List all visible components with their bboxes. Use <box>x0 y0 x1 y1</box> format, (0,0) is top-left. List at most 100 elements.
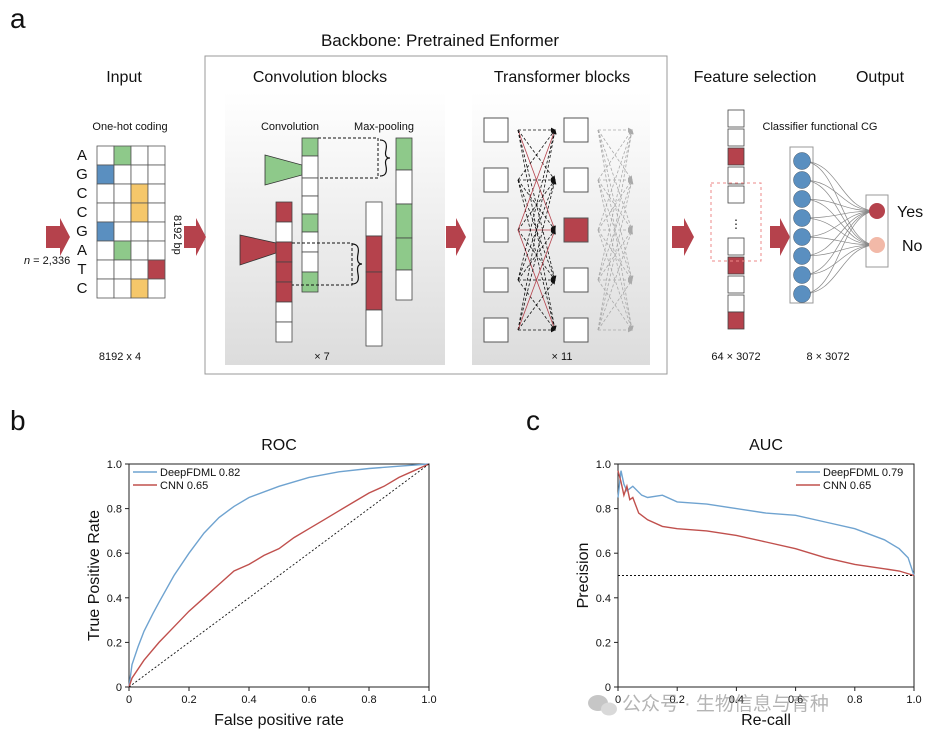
x-tick-label: 0.2 <box>670 694 685 706</box>
feature-cell <box>395 137 413 171</box>
classifier-node <box>793 171 811 189</box>
y-tick-label: 0 <box>605 682 611 694</box>
feature-cell <box>365 201 383 237</box>
no-label: No <box>902 238 923 255</box>
classifier-edge <box>801 244 878 257</box>
conv-label: Convolution <box>261 121 319 133</box>
feature-cell <box>275 281 293 303</box>
classifier-node <box>793 228 811 246</box>
x-tick-label: 0 <box>615 694 621 706</box>
feature-cell <box>275 321 293 343</box>
onehot-cell <box>147 278 166 299</box>
onehot-cell <box>113 202 132 223</box>
attention-edge <box>517 129 556 231</box>
feature-cell <box>365 235 383 273</box>
classifier-node <box>793 285 811 303</box>
attention-edge <box>517 229 556 331</box>
classifier-edge <box>801 210 878 257</box>
attention-edge <box>517 279 556 331</box>
feature-cell <box>727 275 745 294</box>
onehot-cell <box>130 278 149 299</box>
dim-64-label: 64 × 3072 <box>711 351 760 363</box>
to-conv-arrow <box>184 218 206 256</box>
to-feature-arrow <box>672 218 694 256</box>
feature-cell <box>727 237 745 256</box>
input-arrow <box>46 218 70 256</box>
y-tick-label: 1.0 <box>596 459 611 471</box>
classifier-edge <box>801 244 878 276</box>
feature-header: Feature selection <box>694 69 817 86</box>
onehot-cell <box>130 183 149 204</box>
classifier-node <box>793 190 811 208</box>
feature-selection-box <box>710 182 762 262</box>
token-box-left <box>483 267 509 293</box>
x-tick-label: 0.8 <box>361 694 376 706</box>
to-classifier-arrow <box>770 218 790 256</box>
times7-label: × 7 <box>314 351 330 363</box>
token-box-mid <box>563 267 589 293</box>
attention-edge-next <box>597 229 633 331</box>
token-box-mid <box>563 117 589 143</box>
classifier-edge <box>801 210 878 219</box>
feature-cell <box>395 269 413 301</box>
token-box-mid <box>563 217 589 243</box>
pool-column-1 <box>395 137 413 301</box>
panel-a-label: a <box>10 3 26 34</box>
base-letter: G <box>76 166 88 183</box>
base-letter: T <box>77 261 86 278</box>
series-line-cnn <box>617 470 915 577</box>
onehot-cell <box>147 183 166 204</box>
feature-cell <box>727 185 745 204</box>
classifier-network <box>793 152 885 303</box>
onehot-cell <box>147 259 166 280</box>
classifier-edge <box>801 236 878 246</box>
onehot-cell <box>96 202 115 223</box>
watermark-text: 公众号 · 生物信息与育种 <box>622 693 829 715</box>
classifier-node <box>793 266 811 284</box>
onehot-cell <box>130 259 149 280</box>
onehot-cell <box>130 164 149 185</box>
y-tick-label: 0.6 <box>107 548 122 560</box>
feature-cell <box>301 177 319 197</box>
base-letter: A <box>77 147 87 164</box>
classifier-edge <box>801 179 878 212</box>
x-axis-label: Re-call <box>741 712 791 729</box>
yes-label: Yes <box>897 204 923 221</box>
onehot-cell <box>96 259 115 280</box>
attention-edge <box>517 179 556 281</box>
y-tick-label: 0.4 <box>596 593 611 605</box>
y-axis-label: True Positive Rate <box>86 510 103 641</box>
feature-cell <box>365 271 383 311</box>
maxpool-label: Max-pooling <box>354 121 414 133</box>
token-box-mid <box>563 167 589 193</box>
output-node-no <box>869 237 885 253</box>
x-tick-label: 0 <box>126 694 132 706</box>
feature-cell <box>727 311 745 330</box>
pool-column-2 <box>365 201 383 347</box>
base-letter: A <box>77 242 87 259</box>
output-header: Output <box>856 69 905 86</box>
classifier-edge <box>801 160 878 246</box>
attention-edge <box>517 129 556 181</box>
token-box-left <box>483 117 509 143</box>
conv-column-1 <box>275 137 319 343</box>
y-tick-label: 0 <box>116 682 122 694</box>
feature-cell <box>727 128 745 147</box>
onehot-cell <box>147 202 166 223</box>
onehot-cell <box>113 145 132 166</box>
x-axis-label: False positive rate <box>214 712 344 729</box>
onehot-cell <box>113 164 132 185</box>
series-line-deepfdml <box>128 463 430 688</box>
pool-bracket-1 <box>318 137 379 179</box>
dim-8-label: 8 × 3072 <box>806 351 849 363</box>
input-header: Input <box>106 69 142 86</box>
token-box-mid <box>563 317 589 343</box>
attention-edge <box>517 129 557 331</box>
onehot-cell <box>130 221 149 242</box>
classifier-edge <box>801 210 878 295</box>
attention-edge <box>517 179 556 281</box>
onehot-cell <box>147 221 166 242</box>
attention-edge-next <box>597 179 634 331</box>
classifier-node <box>793 247 811 265</box>
feature-cell <box>301 137 319 157</box>
